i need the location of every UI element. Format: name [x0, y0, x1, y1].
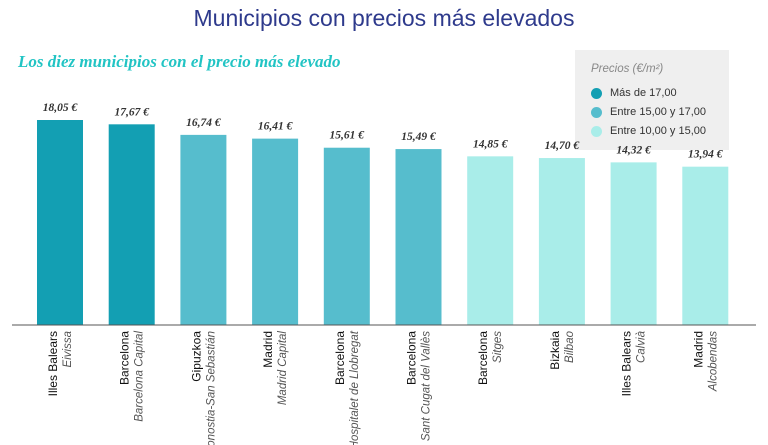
- legend-label-low: Entre 10,00 y 15,00: [610, 125, 707, 137]
- data-label: 16,74 €: [186, 117, 222, 129]
- tick-label-province: Gipuzkoa: [189, 331, 203, 382]
- data-label: 14,32 €: [616, 144, 652, 156]
- tick-label-city: Sitges: [492, 331, 504, 363]
- legend-swatch-mid: [591, 106, 602, 118]
- tick-label-province: Bizkaia: [548, 331, 562, 370]
- legend-title: Precios (€/m²): [591, 63, 664, 75]
- legend-swatch-high: [591, 87, 602, 99]
- legend-item-mid: Entre 15,00 y 17,00: [591, 105, 706, 119]
- legend-swatch-low: [591, 125, 602, 137]
- data-label: 16,41 €: [258, 121, 294, 133]
- data-label: 14,85 €: [473, 138, 509, 150]
- chart-subtitle: Los diez municipios con el precio más el…: [18, 52, 341, 71]
- tick-label-province: Illes Balears: [46, 331, 60, 396]
- bar: [323, 147, 370, 325]
- bar: [682, 166, 729, 325]
- tick-label-city: Madrid Capital: [277, 331, 289, 406]
- tick-label-province: Barcelona: [118, 331, 132, 385]
- tick-label-province: Madrid: [691, 331, 705, 368]
- tick-label-city: L'Hospitalet de Llobregat: [349, 330, 361, 445]
- tick-label-city: Calvià: [636, 330, 648, 363]
- tick-label-province: Barcelona: [476, 331, 490, 385]
- bar: [252, 138, 299, 325]
- tick-label-city: Alcobendas: [707, 331, 719, 392]
- data-label: 17,67 €: [114, 106, 150, 118]
- tick-label-city: Eivissa: [62, 331, 74, 367]
- bar: [37, 120, 83, 325]
- bar: [180, 134, 227, 325]
- tick-label-province: Barcelona: [405, 331, 419, 385]
- data-label: 13,94 €: [688, 149, 724, 161]
- legend: Precios (€/m²) Más de 17,00 Entre 15,00 …: [575, 50, 729, 150]
- bar: [538, 158, 585, 325]
- data-label: 14,70 €: [545, 140, 581, 152]
- tick-label-city: Sant Cugat del Vallès: [421, 331, 433, 441]
- data-label: 18,05 €: [43, 102, 79, 114]
- bar: [467, 156, 514, 325]
- data-label: 15,49 €: [401, 131, 437, 143]
- legend-label-high: Más de 17,00: [610, 87, 677, 99]
- tick-label-province: Barcelona: [333, 331, 347, 385]
- legend-label-mid: Entre 15,00 y 17,00: [610, 106, 707, 118]
- tick-label-city: Donostia-San Sebastián: [205, 331, 217, 445]
- tick-label-province: Madrid: [261, 331, 275, 368]
- chart-title: Municipios con precios más elevados: [193, 5, 575, 31]
- tick-label-city: Bilbao: [564, 330, 576, 363]
- legend-item-low: Entre 10,00 y 15,00: [591, 124, 706, 138]
- bar: [395, 149, 442, 325]
- data-label: 15,61 €: [330, 130, 366, 142]
- tick-label-city: Barcelona Capital: [134, 331, 146, 422]
- tick-label-province: Illes Balears: [620, 331, 634, 396]
- bar: [108, 124, 155, 325]
- bar: [610, 162, 657, 325]
- legend-item-high: Más de 17,00: [591, 86, 677, 100]
